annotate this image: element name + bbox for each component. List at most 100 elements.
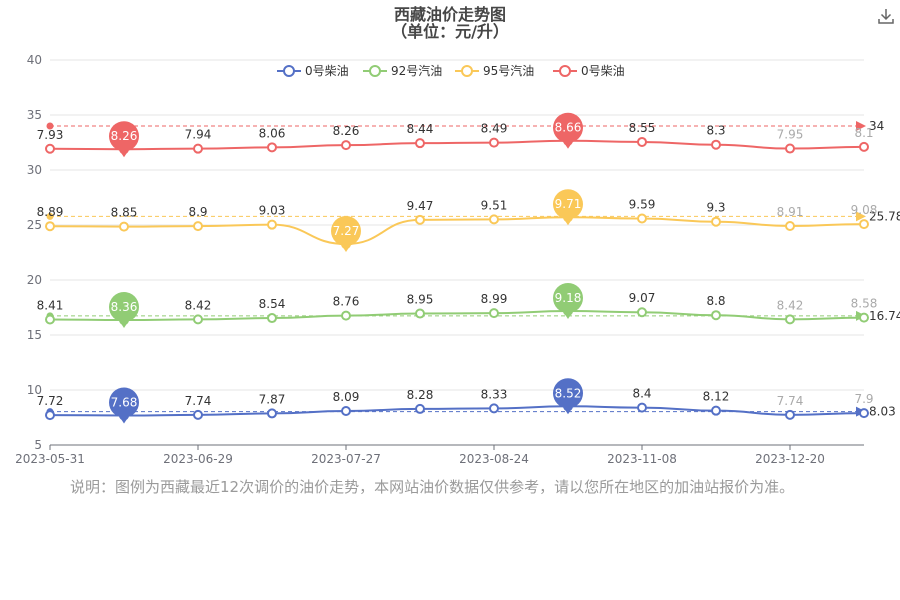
data-point	[267, 219, 277, 230]
data-label: 8.06	[259, 126, 286, 140]
average-label-1: 16.74	[869, 309, 900, 323]
data-point	[859, 408, 869, 419]
average-start-marker-3	[46, 122, 54, 130]
data-label: 9.03	[259, 204, 286, 218]
min-pin-0	[109, 387, 139, 418]
average-label-0: 8.03	[869, 405, 896, 419]
x-tick-label: 2023-05-31	[15, 452, 85, 466]
x-tick-label: 2023-08-24	[459, 452, 529, 466]
data-point	[637, 136, 647, 147]
min-pin-2-label: 7.27	[333, 224, 360, 238]
data-point	[785, 314, 795, 325]
series-line-2	[49, 216, 865, 246]
x-tick-label: 2023-12-20	[755, 452, 825, 466]
legend-label-0: 0号柴油	[305, 64, 349, 78]
data-label: 8.99	[481, 292, 508, 306]
data-label: 7.72	[37, 394, 64, 408]
data-label: 9.08	[851, 203, 878, 217]
data-point	[859, 141, 869, 152]
data-point	[489, 308, 499, 319]
data-point	[785, 409, 795, 420]
data-label: 9.59	[629, 198, 656, 212]
data-label: 8.42	[185, 298, 212, 312]
data-label: 7.9	[854, 392, 873, 406]
max-pin-3-label: 8.66	[555, 121, 582, 135]
legend-marker-2	[461, 65, 473, 77]
data-point	[859, 219, 869, 230]
y-tick-label: 5	[34, 438, 42, 452]
y-tick-label: 25	[27, 218, 42, 232]
data-point	[267, 408, 277, 419]
legend-label-1: 92号汽油	[391, 63, 442, 78]
data-label: 8.9	[188, 205, 207, 219]
min-pin-0-label: 7.68	[111, 396, 138, 410]
chart-note: 说明：图例为西藏最近12次调价的油价走势，本网站油价数据仅供参考，请以您所在地区…	[70, 478, 795, 496]
data-point	[711, 310, 721, 321]
data-point	[341, 310, 351, 321]
min-pin-1	[109, 292, 139, 323]
legend-marker-3	[559, 65, 571, 77]
data-point	[193, 409, 203, 420]
data-point	[637, 307, 647, 318]
data-point	[415, 214, 425, 225]
data-label: 9.51	[481, 198, 508, 212]
data-label: 7.95	[777, 128, 804, 142]
data-point	[489, 214, 499, 225]
max-pin-2	[553, 189, 583, 220]
legend-marker-1	[369, 65, 381, 77]
data-point	[415, 138, 425, 149]
data-point	[711, 216, 721, 227]
data-point	[193, 221, 203, 232]
data-point	[45, 410, 55, 421]
data-point	[45, 314, 55, 325]
y-tick-label: 20	[27, 273, 42, 287]
data-point	[637, 213, 647, 224]
min-pin-3-label: 8.26	[111, 129, 138, 143]
data-point	[711, 405, 721, 416]
data-label: 8.1	[854, 126, 873, 140]
data-label: 8.76	[333, 295, 360, 309]
data-point	[45, 221, 55, 232]
data-label: 7.93	[37, 128, 64, 142]
x-tick-label: 2023-11-08	[607, 452, 677, 466]
data-label: 8.41	[37, 298, 64, 312]
average-arrow-3	[856, 121, 866, 131]
data-label: 8.58	[851, 297, 878, 311]
data-point	[193, 143, 203, 154]
data-label: 8.91	[777, 205, 804, 219]
average-label-2: 25.78	[869, 209, 900, 223]
data-point	[341, 140, 351, 151]
data-label: 7.87	[259, 392, 286, 406]
data-label: 8.55	[629, 121, 656, 135]
legend-marker-0	[283, 65, 295, 77]
max-pin-3	[553, 112, 583, 143]
download-icon[interactable]	[876, 6, 896, 26]
data-point	[341, 406, 351, 417]
y-tick-label: 15	[27, 328, 42, 342]
min-pin-2	[331, 216, 361, 247]
data-point	[711, 139, 721, 150]
max-pin-1	[553, 283, 583, 314]
average-arrow-2	[856, 211, 866, 222]
series-line-1	[49, 310, 865, 322]
data-label: 8.33	[481, 387, 508, 401]
average-label-3: 34	[869, 119, 884, 133]
data-label: 8.85	[111, 206, 138, 220]
data-label: 8.42	[777, 298, 804, 312]
data-label: 9.07	[629, 291, 656, 305]
data-label: 8.3	[706, 124, 725, 138]
data-label: 8.26	[333, 124, 360, 138]
x-tick-label: 2023-07-27	[311, 452, 381, 466]
data-label: 8.95	[407, 293, 434, 307]
legend-label-3: 0号柴油	[581, 64, 625, 78]
data-label: 8.12	[703, 390, 730, 404]
data-point	[415, 403, 425, 414]
legend-label-2: 95号汽油	[483, 63, 534, 78]
data-point	[119, 221, 129, 232]
data-point	[637, 402, 647, 413]
min-pin-1-label: 8.36	[111, 300, 138, 314]
average-start-marker-2	[46, 212, 54, 220]
data-point	[859, 312, 869, 323]
x-tick-label: 2023-06-29	[163, 452, 233, 466]
